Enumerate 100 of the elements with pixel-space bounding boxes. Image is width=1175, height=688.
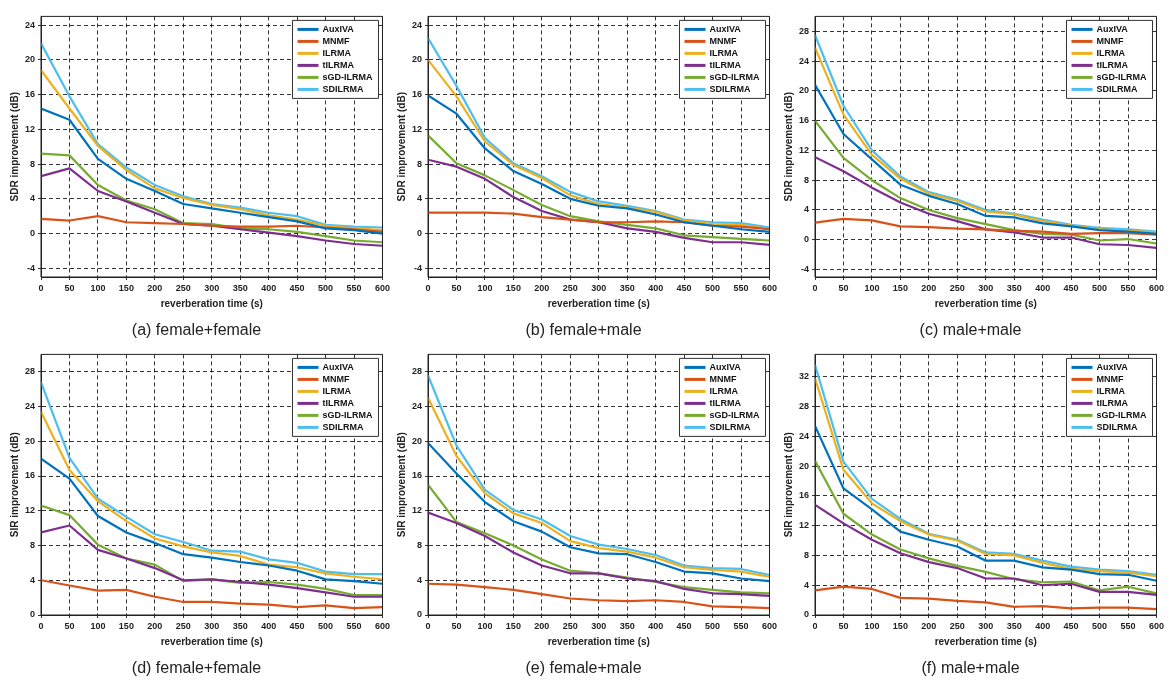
x-tick-label: 400 bbox=[648, 620, 664, 631]
y-tick-label: -4 bbox=[414, 262, 423, 273]
x-tick-label: 50 bbox=[451, 620, 462, 631]
legend-label: tILRMA bbox=[1096, 59, 1129, 70]
x-tick-label: 250 bbox=[949, 282, 965, 293]
x-tick-label: 600 bbox=[1148, 282, 1165, 293]
x-tick-label: 150 bbox=[118, 620, 134, 631]
legend-label: tILRMA bbox=[709, 59, 742, 70]
x-tick-label: 600 bbox=[374, 620, 391, 631]
text: (c) male+male bbox=[919, 320, 1022, 338]
text: (e) female+male bbox=[525, 658, 642, 676]
y-tick-label: 20 bbox=[25, 54, 36, 65]
y-tick-label: 8 bbox=[804, 174, 810, 185]
legend-label: sGD-ILRMA bbox=[709, 409, 760, 420]
legend-label: AuxIVA bbox=[709, 361, 742, 372]
x-tick-label: 200 bbox=[147, 282, 163, 293]
legend-label: ILRMA bbox=[709, 385, 739, 396]
x-tick-label: 450 bbox=[289, 282, 305, 293]
legend-label: SDILRMA bbox=[322, 83, 364, 94]
x-tick-label: 350 bbox=[232, 282, 248, 293]
legend-label: sGD-ILRMA bbox=[1096, 409, 1147, 420]
y-tick-label: 24 bbox=[25, 401, 36, 411]
x-tick-label: 400 bbox=[1035, 282, 1051, 293]
x-tick-label: 100 bbox=[477, 282, 493, 293]
y-axis-title: SIR improvement (dB) bbox=[395, 432, 407, 538]
y-tick-label: 20 bbox=[25, 435, 36, 446]
x-tick-label: 0 bbox=[812, 282, 818, 293]
x-tick-label: 150 bbox=[118, 282, 134, 293]
text: (a) female+female bbox=[131, 320, 262, 338]
x-tick-label: 300 bbox=[591, 620, 607, 631]
legend-label: MNMF bbox=[709, 35, 737, 46]
y-axis-title: SIR improvement (dB) bbox=[8, 432, 20, 538]
x-tick-label: 250 bbox=[562, 282, 578, 293]
x-axis-title: reverberation time (s) bbox=[547, 635, 650, 647]
legend-label: MNMF bbox=[1096, 373, 1124, 384]
x-tick-label: 150 bbox=[892, 620, 908, 631]
x-axis-title: reverberation time (s) bbox=[934, 635, 1037, 647]
x-tick-label: 550 bbox=[733, 282, 749, 293]
y-tick-label: 28 bbox=[799, 401, 810, 411]
x-tick-label: 200 bbox=[921, 282, 937, 293]
y-tick-label: 0 bbox=[804, 234, 810, 245]
x-tick-label: 350 bbox=[619, 282, 635, 293]
x-tick-label: 50 bbox=[451, 282, 462, 293]
y-axis-title: SDR improvement (dB) bbox=[395, 91, 407, 202]
x-tick-label: 300 bbox=[978, 620, 994, 631]
legend-label: tILRMA bbox=[322, 397, 355, 408]
x-tick-label: 100 bbox=[864, 282, 880, 293]
x-tick-label: 250 bbox=[562, 620, 578, 631]
x-tick-label: 500 bbox=[1092, 282, 1108, 293]
y-tick-label: 24 bbox=[25, 19, 36, 30]
y-tick-label: 20 bbox=[412, 435, 423, 446]
x-tick-label: 250 bbox=[175, 620, 191, 631]
y-tick-label: 20 bbox=[799, 460, 810, 471]
x-tick-label: 350 bbox=[619, 620, 635, 631]
x-axis-title: reverberation time (s) bbox=[160, 297, 263, 309]
y-tick-label: 24 bbox=[412, 19, 423, 30]
x-tick-label: 250 bbox=[175, 282, 191, 293]
x-axis-title: reverberation time (s) bbox=[160, 635, 263, 647]
x-tick-label: 300 bbox=[204, 620, 220, 631]
y-tick-label: 4 bbox=[417, 574, 423, 585]
x-tick-label: 0 bbox=[425, 620, 431, 631]
y-tick-label: 32 bbox=[799, 371, 810, 382]
x-tick-label: 350 bbox=[232, 620, 248, 631]
legend-label: ILRMA bbox=[322, 47, 352, 58]
legend-label: MNMF bbox=[322, 373, 350, 384]
legend-label: SDILRMA bbox=[1096, 83, 1138, 94]
x-tick-label: 550 bbox=[1120, 620, 1136, 631]
y-tick-label: 16 bbox=[25, 89, 36, 100]
x-tick-label: 600 bbox=[761, 620, 778, 631]
y-tick-label: 16 bbox=[799, 490, 810, 501]
x-tick-label: 100 bbox=[477, 620, 493, 631]
x-tick-label: 400 bbox=[648, 282, 664, 293]
x-tick-label: 400 bbox=[261, 282, 277, 293]
x-tick-label: 350 bbox=[1006, 620, 1022, 631]
x-tick-label: 0 bbox=[425, 282, 431, 293]
y-tick-label: -4 bbox=[801, 264, 810, 275]
x-tick-label: 200 bbox=[921, 620, 937, 631]
legend-label: SDILRMA bbox=[322, 421, 364, 432]
legend-label: MNMF bbox=[322, 35, 350, 46]
y-tick-label: 12 bbox=[799, 144, 810, 155]
y-tick-label: 0 bbox=[417, 609, 423, 620]
legend-label: AuxIVA bbox=[1096, 361, 1129, 372]
x-tick-label: 450 bbox=[1063, 620, 1079, 631]
x-tick-label: 50 bbox=[838, 620, 849, 631]
x-tick-label: 50 bbox=[64, 620, 75, 631]
y-axis-title: SDR improvement (dB) bbox=[782, 91, 794, 202]
legend-label: SDILRMA bbox=[709, 83, 751, 94]
x-tick-label: 150 bbox=[505, 282, 521, 293]
legend-label: SDILRMA bbox=[709, 421, 751, 432]
x-tick-label: 150 bbox=[505, 620, 521, 631]
y-tick-label: 0 bbox=[30, 228, 36, 239]
x-tick-label: 550 bbox=[733, 620, 749, 631]
x-tick-label: 100 bbox=[864, 620, 880, 631]
y-tick-label: 28 bbox=[25, 366, 36, 377]
legend-label: tILRMA bbox=[1096, 397, 1129, 408]
x-tick-label: 550 bbox=[346, 282, 362, 293]
x-tick-label: 300 bbox=[591, 282, 607, 293]
y-tick-label: 24 bbox=[799, 55, 810, 66]
y-tick-label: 8 bbox=[30, 158, 36, 169]
x-tick-label: 150 bbox=[892, 282, 908, 293]
